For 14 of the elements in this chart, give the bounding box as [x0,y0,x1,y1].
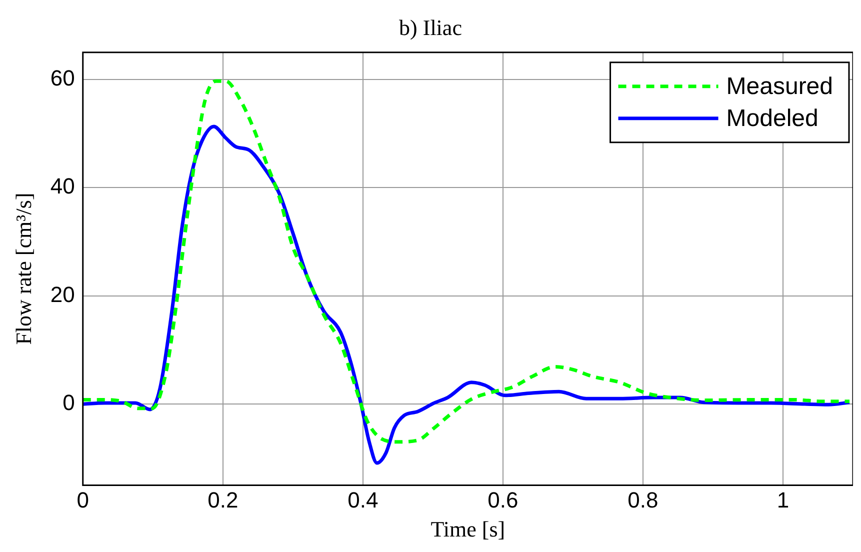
x-tick-label: 0.2 [208,487,238,512]
y-axis-title: Flow rate [cm³/s] [10,192,36,345]
x-tick-label: 1 [776,487,790,512]
x-tick-label: 0.4 [348,487,378,512]
chart-title: b) Iliac [399,14,462,40]
y-tick-label: 0 [62,390,75,416]
legend-label: Measured [726,73,834,100]
y-tick-label: 20 [50,282,75,307]
x-tick-label: 0.6 [488,487,518,512]
y-tick-label: 60 [50,66,75,91]
x-tick-label: 0.8 [628,487,658,512]
legend-label: Modeled [726,105,818,132]
y-tick-label: 40 [50,174,75,199]
x-axis-title: Time [s] [430,516,506,542]
